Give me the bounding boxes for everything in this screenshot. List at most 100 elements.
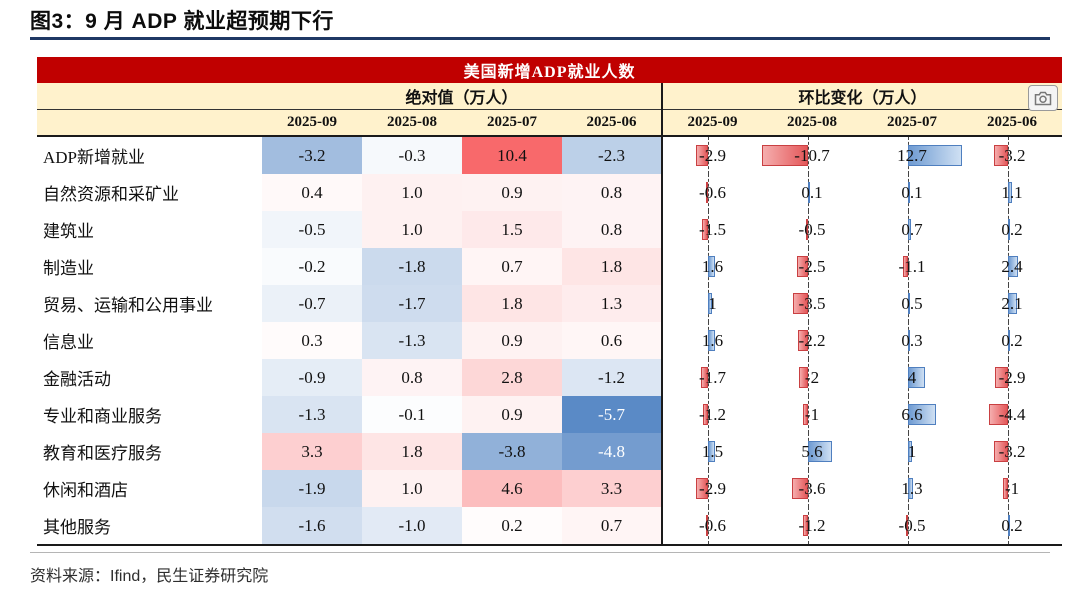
mom-value-cell: 1.6 — [661, 248, 762, 285]
mom-value: 6.6 — [901, 404, 923, 424]
mom-value-cell: -4.4 — [962, 396, 1062, 433]
data-bar — [708, 293, 713, 314]
mom-value-cell: -2 — [762, 359, 862, 396]
data-bar — [1007, 219, 1010, 240]
axis-line — [708, 507, 710, 544]
data-bar — [994, 441, 1008, 462]
mom-value: -1.2 — [699, 404, 726, 424]
source-note: 资料来源：Ifind，民生证券研究院 — [30, 568, 269, 585]
abs-value-cell: 0.7 — [462, 248, 562, 285]
axis-line — [1007, 359, 1009, 396]
mom-value: -2.5 — [798, 256, 826, 276]
mom-value: -1.7 — [699, 367, 726, 387]
mom-value: -2.9 — [699, 145, 726, 165]
table-row: 信息业 0.3 -1.3 0.9 0.6 1.6 -2.2 0.3 0.2 — [37, 322, 1062, 359]
data-bar — [907, 145, 962, 166]
row-label: 教育和医疗服务 — [43, 444, 162, 463]
abs-value-cell: 0.8 — [562, 211, 662, 248]
axis-line — [807, 137, 809, 174]
axis-line — [708, 359, 710, 396]
data-bar — [905, 515, 908, 536]
abs-value-cell: 0.8 — [562, 174, 662, 211]
data-bar — [696, 478, 709, 499]
abs-value-cell: 0.6 — [562, 322, 662, 359]
abs-value-cell: 0.3 — [262, 322, 362, 359]
mom-value-cell: 0.3 — [862, 322, 962, 359]
date-header: 2025-07 — [462, 109, 562, 137]
mom-value: 0.5 — [901, 293, 923, 313]
data-bar — [907, 367, 925, 388]
camera-icon[interactable] — [1028, 85, 1058, 111]
data-bar — [907, 478, 914, 499]
abs-value-cell: 1.0 — [362, 174, 462, 211]
mom-value: 1.6 — [701, 330, 724, 350]
mom-value-cell: -1 — [962, 470, 1062, 507]
data-bar — [1007, 330, 1010, 351]
axis-line — [907, 248, 909, 285]
date-header-spacer — [37, 109, 262, 137]
data-bar — [807, 441, 832, 462]
data-bar — [907, 293, 910, 314]
data-bar — [696, 145, 709, 166]
abs-value-cell: -0.5 — [262, 211, 362, 248]
data-bar — [805, 219, 808, 240]
mom-value-cell: 0.5 — [862, 285, 962, 322]
data-bar — [798, 330, 808, 351]
row-label: 建筑业 — [43, 222, 94, 241]
table-row: ADP新增就业 -3.2 -0.3 10.4 -2.3 -2.9 -10.7 12.7 -3.2 — [37, 136, 1062, 174]
axis-line — [807, 359, 809, 396]
abs-value-cell: -0.1 — [362, 396, 462, 433]
abs-value-cell: 1.0 — [362, 211, 462, 248]
table-row: 教育和医疗服务 3.3 1.8 -3.8 -4.8 1.5 5.6 1 -3.2 — [37, 433, 1062, 470]
mom-value-cell: 1.3 — [862, 470, 962, 507]
table-row: 专业和商业服务 -1.3 -0.1 0.9 -5.7 -1.2 -1 6.6 -4.4 — [37, 396, 1062, 433]
row-label: 金融活动 — [43, 370, 111, 389]
mom-value: 0.2 — [1001, 219, 1023, 239]
table-title: 美国新增ADP就业人数 — [37, 57, 1063, 83]
mom-value-cell: 1 — [862, 433, 962, 470]
mom-value-cell: 12.7 — [862, 136, 962, 174]
axis-line — [1007, 433, 1009, 470]
mom-value: -1.5 — [699, 219, 726, 239]
date-header: 2025-08 — [762, 109, 862, 137]
mom-value: -0.5 — [798, 219, 826, 239]
table-row: 贸易、运输和公用事业 -0.7 -1.7 1.8 1.3 1 -3.5 0.5 2.1 — [37, 285, 1062, 322]
abs-value-cell: -3.8 — [462, 433, 562, 470]
row-label: 制造业 — [43, 259, 94, 278]
axis-line — [807, 248, 809, 285]
mom-value-cell: 6.6 — [862, 396, 962, 433]
row-label: 休闲和酒店 — [43, 481, 128, 500]
abs-value-cell: 10.4 — [462, 136, 562, 174]
data-bar — [903, 256, 908, 277]
abs-value-cell: 0.4 — [262, 174, 362, 211]
axis-line — [1007, 137, 1009, 174]
data-bar — [792, 293, 808, 314]
mom-value-cell: -2.9 — [661, 136, 762, 174]
axis-line — [1007, 470, 1009, 507]
mom-value: -3.5 — [798, 293, 826, 313]
row-label: 其他服务 — [37, 507, 262, 546]
abs-value-cell: -5.7 — [562, 396, 662, 433]
mom-value: -4.4 — [998, 404, 1026, 424]
mom-value-cell: 0.2 — [962, 211, 1062, 248]
mom-value: -2 — [804, 367, 820, 387]
abs-value-cell: -2.3 — [562, 136, 662, 174]
abs-value-cell: 1.5 — [462, 211, 562, 248]
data-bar — [995, 367, 1008, 388]
data-bar — [907, 182, 910, 203]
data-bar — [994, 145, 1008, 166]
abs-value-cell: 1.8 — [362, 433, 462, 470]
mom-value: 0.1 — [801, 182, 823, 202]
abs-value-cell: -1.0 — [362, 507, 462, 546]
mom-value: 1 — [907, 441, 917, 461]
mom-value: -2.2 — [798, 330, 826, 350]
data-bar — [701, 367, 709, 388]
table-row: 休闲和酒店 -1.9 1.0 4.6 3.3 -2.9 -3.6 1.3 -1 — [37, 470, 1062, 507]
abs-value-cell: -1.9 — [262, 470, 362, 507]
mom-value: 1.6 — [701, 256, 724, 276]
axis-line — [708, 470, 710, 507]
data-bar — [907, 404, 936, 425]
mom-value: 1.5 — [701, 441, 724, 461]
mom-value: -0.5 — [898, 515, 926, 535]
abs-value-cell: 2.8 — [462, 359, 562, 396]
